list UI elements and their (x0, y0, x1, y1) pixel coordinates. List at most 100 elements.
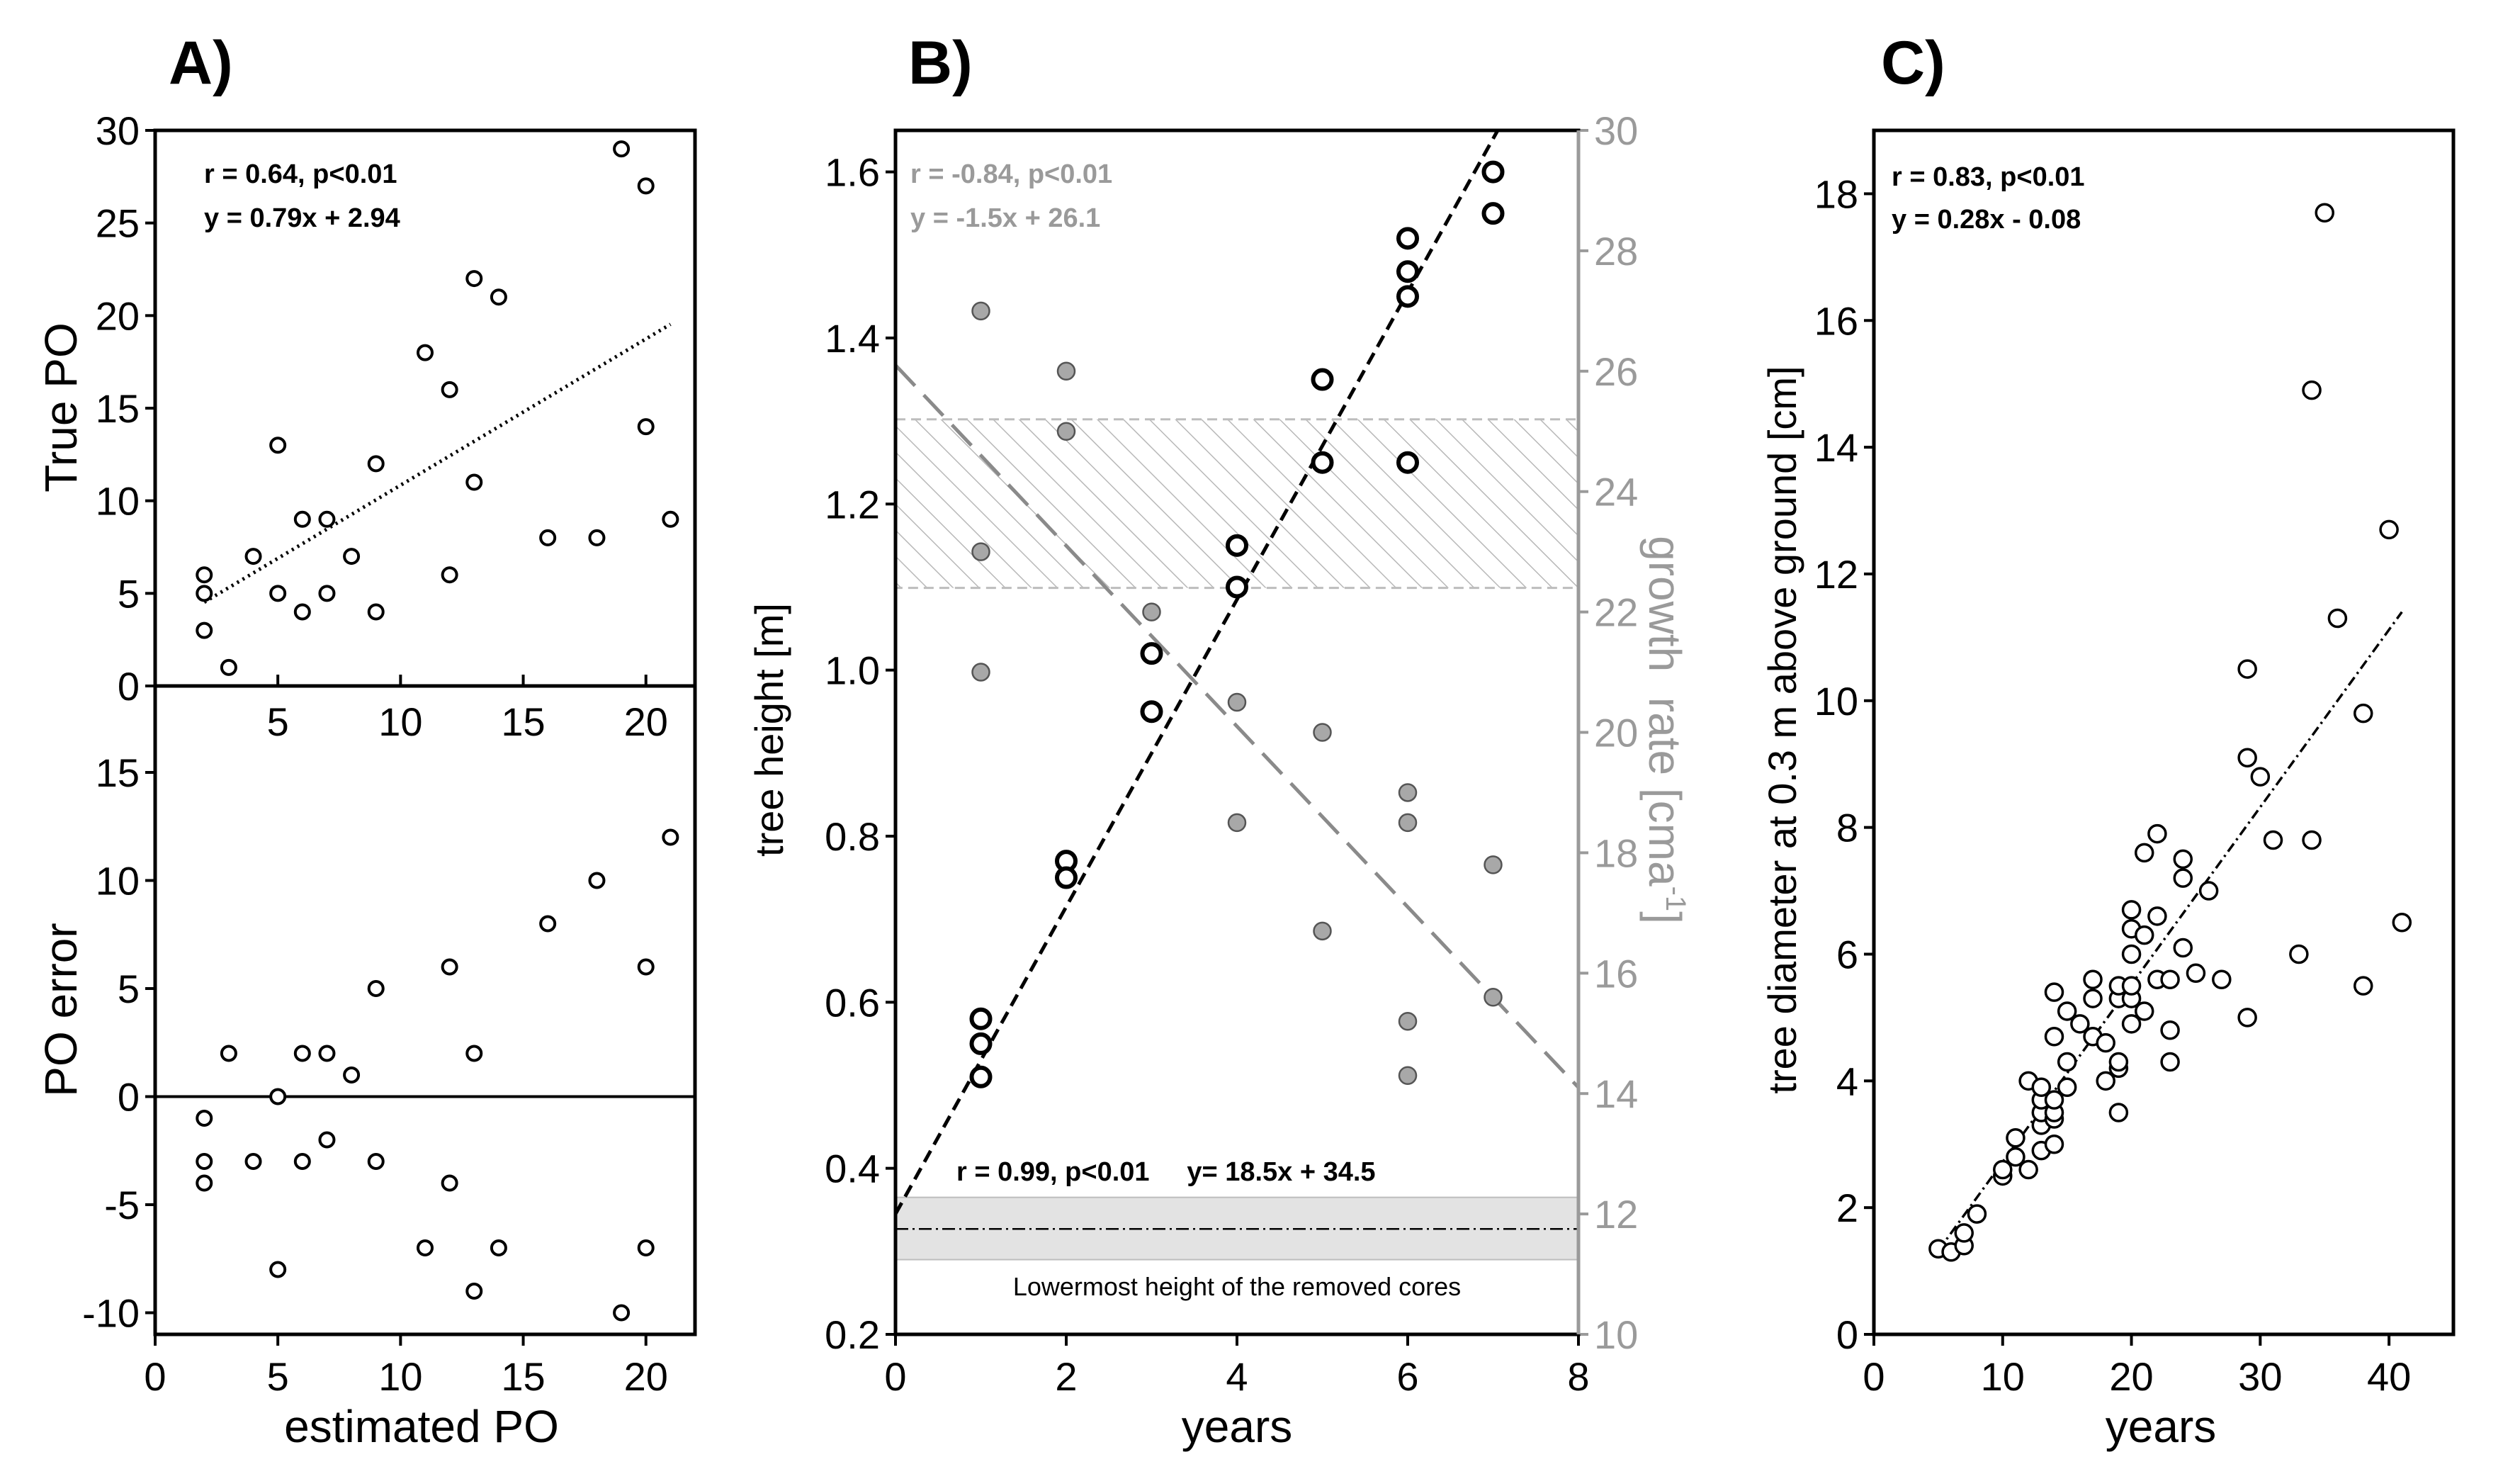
a-top-point (465, 270, 483, 288)
a-bottom-point (318, 1045, 336, 1062)
a-bottom-point (293, 1045, 311, 1062)
b-right-ytick-label: 14 (1594, 1071, 1638, 1116)
c-point (2237, 1008, 2257, 1028)
c-point (2198, 881, 2219, 901)
a-bottom-point (465, 1283, 483, 1300)
c-point (2044, 982, 2064, 1002)
c-point (2134, 843, 2154, 863)
panel-c-xlabel: years (2106, 1401, 2217, 1452)
a-bottom-xtick-label: 20 (624, 1354, 668, 1399)
c-ytick-label: 12 (1814, 552, 1858, 597)
a-bottom-xtick-label: 0 (144, 1354, 166, 1399)
a-bottom-ytick-label: 5 (118, 967, 140, 1011)
b-growth-point (1484, 988, 1503, 1007)
a-top-point (318, 510, 336, 528)
c-point (1993, 1159, 2013, 1180)
c-point (1967, 1204, 1987, 1224)
a-bottom-point (613, 1304, 631, 1322)
b-left-ytick-label: 0.8 (825, 814, 880, 859)
a-top-ytick-label: 15 (96, 386, 140, 431)
c-xtick-label: 0 (1863, 1354, 1885, 1399)
b-growth-point (1398, 1066, 1418, 1085)
b-height-point (1311, 368, 1334, 391)
c-point (2173, 868, 2193, 888)
c-xtick-label: 40 (2367, 1354, 2411, 1399)
a-bottom-point (441, 1174, 458, 1192)
a-top-point (539, 529, 557, 546)
a-bottom-ytick-label: -10 (82, 1291, 140, 1336)
b-growth-point (1398, 1012, 1418, 1031)
b-height-point (1396, 227, 1419, 250)
c-point (2006, 1147, 2025, 1167)
c-point (2031, 1077, 2052, 1098)
a-top-point (588, 529, 606, 546)
c-point (2173, 849, 2193, 869)
a-bottom-ytick-label: 10 (96, 859, 140, 904)
c-point (2289, 944, 2309, 964)
a-bottom-point (196, 1110, 213, 1127)
a-top-ytick-label: 20 (96, 293, 140, 338)
panel-c-frame (1872, 128, 2456, 1336)
a-top-point (637, 177, 655, 195)
a-top-point (318, 585, 336, 602)
panel-b-ylabel-right: growth rate [cma-1] (1639, 536, 1691, 924)
panel-b-hatched-growth-band (894, 418, 1580, 590)
b-left-ytick-label: 1.4 (825, 316, 880, 361)
a-top-point (269, 437, 287, 454)
a-bottom-point (196, 1174, 213, 1192)
panel-b: B) 0.20.40.60.81.01.21.41.61012141618202… (747, 29, 1691, 1452)
c-point (2134, 1001, 2154, 1021)
b-height-point (1226, 575, 1248, 599)
c-point (2044, 1090, 2064, 1110)
a-top-point (637, 418, 655, 436)
c-point (1954, 1223, 1974, 1243)
b-height-point (969, 1065, 993, 1088)
a-top-ytick-label: 25 (96, 201, 140, 246)
b-growth-point (1398, 783, 1418, 802)
panel-c-ylabel: tree diameter at 0.3 m above ground [cm] (1760, 366, 1804, 1093)
panel-b-frame (893, 128, 1581, 1336)
b-growth-point (971, 301, 990, 321)
panel-a: A) 0 5 10 15 20 25 30 5 10 15 20 -10 -5 0 5 10 15 0 5 10 15… (35, 29, 697, 1452)
b-growth-point (1313, 921, 1332, 941)
b-left-ytick-label: 0.6 (825, 980, 880, 1025)
c-point (2186, 963, 2206, 984)
c-xtick-label: 30 (2238, 1354, 2282, 1399)
c-point (2160, 1052, 2180, 1072)
a-top-point (293, 603, 311, 621)
c-point (2006, 1128, 2025, 1148)
b-right-ytick-label: 16 (1594, 951, 1638, 996)
c-ytick-label: 0 (1836, 1312, 1858, 1357)
a-bottom-point (490, 1239, 507, 1256)
a-bottom-point (220, 1045, 237, 1062)
c-ytick-label: 2 (1836, 1186, 1858, 1230)
c-ytick-label: 10 (1814, 679, 1858, 724)
c-point (2237, 748, 2257, 768)
panel-c: C) 0 2 4 6 8 10 12 14 16 18 0 10 20 30 40 r = 0.83, p<… (1760, 29, 2456, 1452)
a-top-ytick-label: 5 (118, 571, 140, 616)
b-right-ytick-label: 10 (1594, 1312, 1638, 1357)
a-bottom-point (417, 1239, 434, 1256)
a-top-point (244, 548, 262, 565)
panel-b-growth-annotation-r: r = -0.84, p<0.01 (910, 159, 1112, 189)
b-xtick-label: 2 (1055, 1354, 1077, 1399)
a-bottom-point (637, 1239, 655, 1256)
a-top-point (196, 621, 213, 639)
a-bottom-xtick-label: 5 (267, 1354, 289, 1399)
b-height-fit-line (893, 129, 1500, 1215)
b-right-ytick-label: 24 (1594, 470, 1638, 514)
panel-a-annotation-fit: y = 0.79x + 2.94 (204, 203, 400, 233)
a-top-point (417, 344, 434, 361)
b-growth-point (1398, 813, 1418, 833)
panel-c-label: C) (1881, 29, 1945, 97)
a-top-ytick-label: 10 (96, 479, 140, 524)
b-growth-point (1484, 855, 1503, 874)
b-xtick-label: 4 (1226, 1354, 1248, 1399)
a-bottom-point (367, 1153, 385, 1170)
b-growth-point (971, 542, 990, 561)
b-left-ytick-label: 1.0 (825, 648, 880, 693)
b-growth-point (1227, 692, 1247, 712)
c-point (2057, 1077, 2077, 1098)
b-height-point (1396, 260, 1419, 283)
